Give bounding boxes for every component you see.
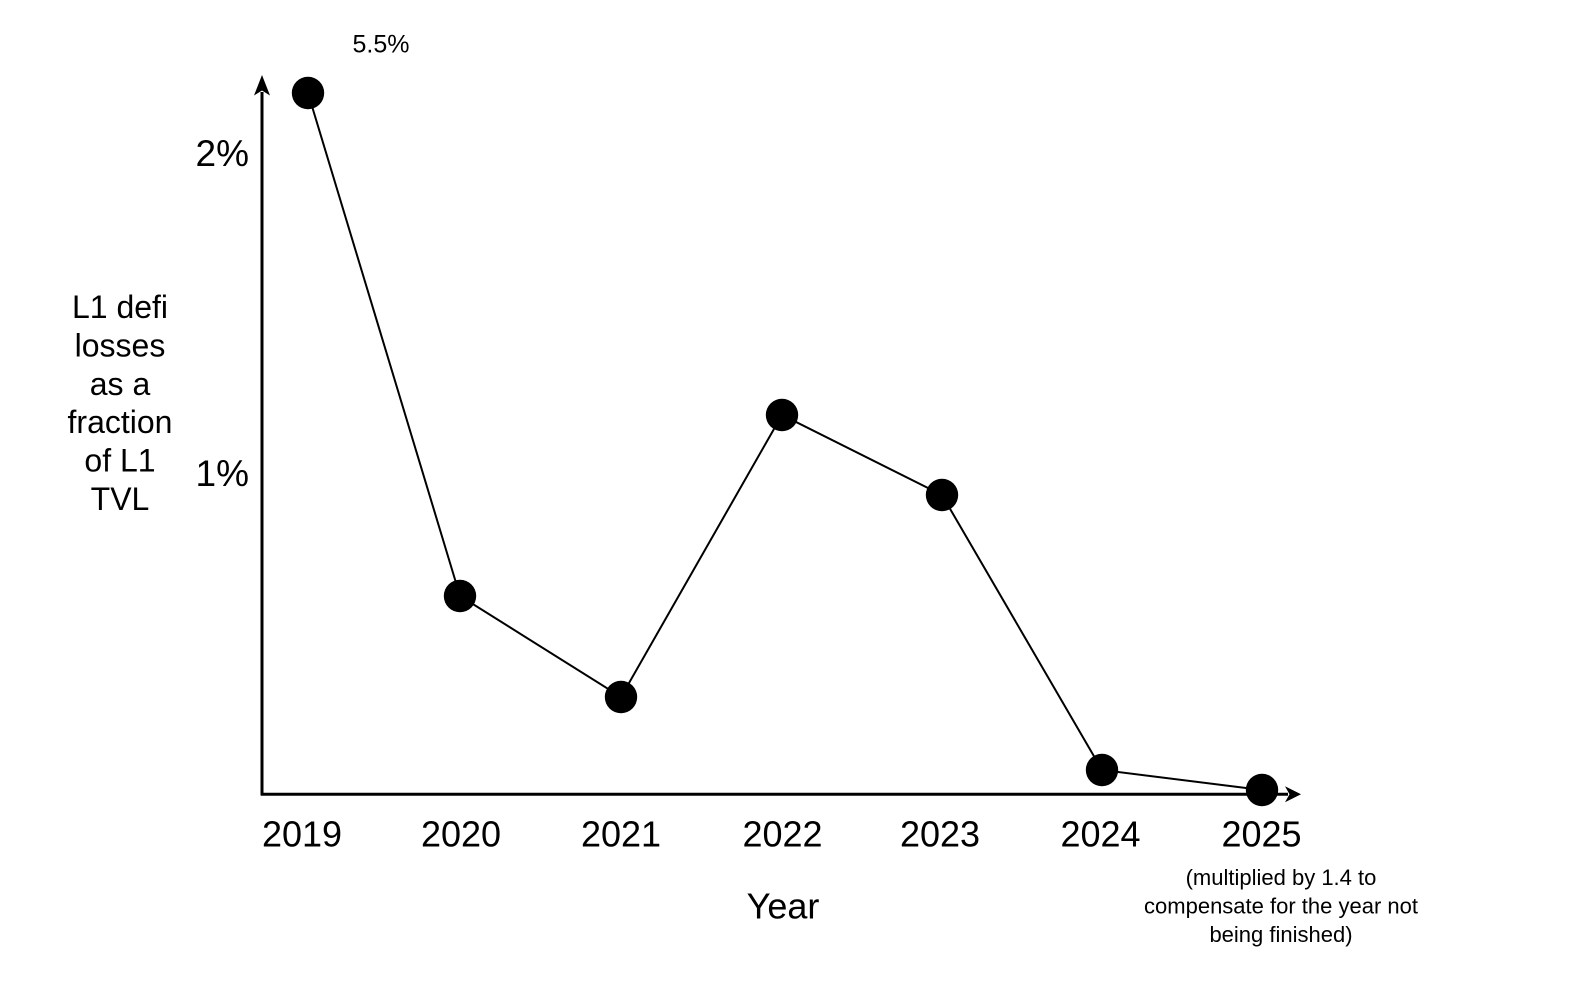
svg-text:being finished): being finished) — [1209, 922, 1352, 947]
svg-text:Year: Year — [747, 886, 820, 927]
svg-text:L1 defi: L1 defi — [72, 289, 168, 325]
svg-text:2020: 2020 — [421, 814, 501, 855]
svg-text:fraction: fraction — [68, 404, 173, 440]
svg-text:compensate for the year not: compensate for the year not — [1144, 894, 1418, 919]
svg-text:2022: 2022 — [742, 814, 822, 855]
svg-text:2%: 2% — [196, 133, 249, 174]
svg-text:5.5%: 5.5% — [353, 31, 410, 59]
svg-text:TVL: TVL — [91, 481, 150, 517]
svg-text:2024: 2024 — [1060, 814, 1140, 855]
svg-text:as a: as a — [90, 366, 151, 402]
svg-text:2019: 2019 — [262, 814, 342, 855]
svg-text:of L1: of L1 — [84, 443, 155, 479]
svg-text:2021: 2021 — [581, 814, 661, 855]
svg-text:1%: 1% — [196, 453, 249, 494]
svg-text:losses: losses — [75, 327, 166, 363]
svg-text:2023: 2023 — [900, 814, 980, 855]
svg-text:2025: 2025 — [1221, 814, 1301, 855]
svg-text:(multiplied by 1.4 to: (multiplied by 1.4 to — [1186, 865, 1377, 890]
